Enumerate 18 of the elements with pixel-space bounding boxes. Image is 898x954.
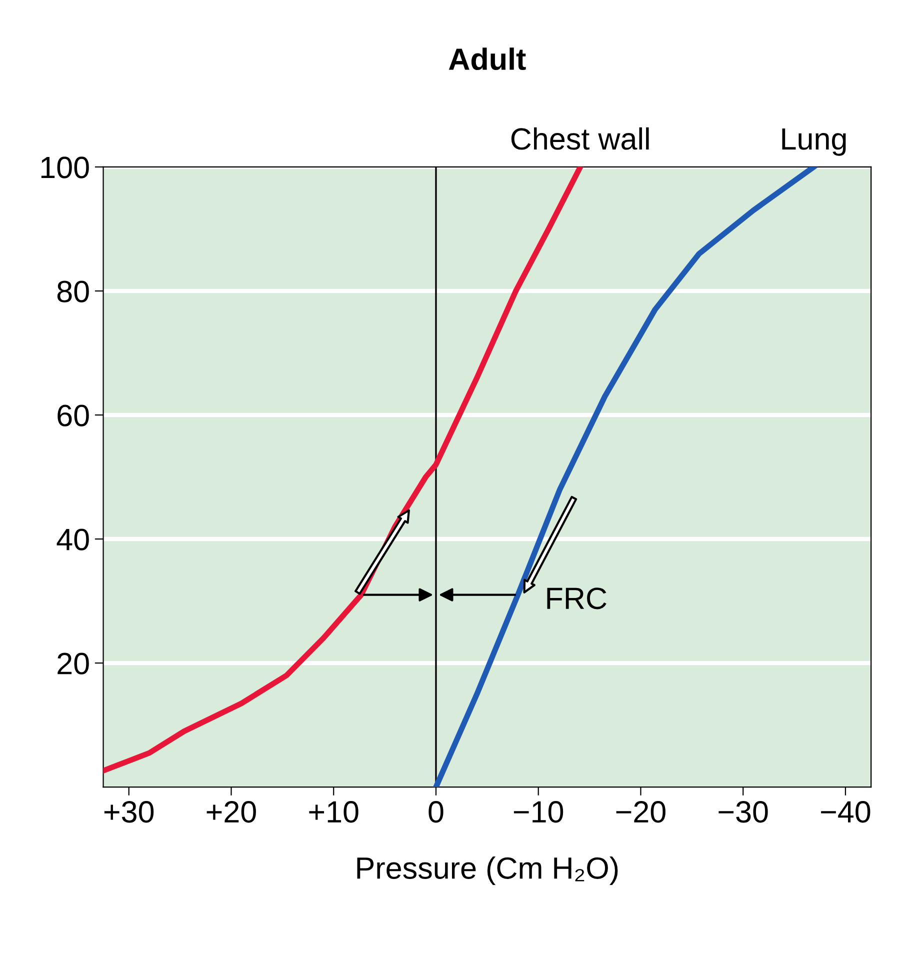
y-tick-label: 100: [41, 156, 89, 178]
x-tick-label: −10: [514, 801, 564, 823]
x-tick-label: −30: [718, 801, 768, 823]
x-tick-label: −20: [616, 801, 666, 823]
x-tick-label: 0: [428, 801, 444, 823]
annotation: FRC: [547, 588, 606, 610]
y-tick-label: 80: [57, 280, 89, 302]
x-tick-label: +30: [104, 801, 154, 823]
x-tick-label: −40: [821, 801, 870, 823]
x-tick-label: +20: [206, 801, 256, 823]
y-tick-label: 20: [58, 652, 89, 674]
y-tick-label: 60: [58, 404, 89, 426]
series-label: Chest wall: [511, 127, 649, 150]
x-tick-label: +10: [309, 801, 358, 823]
chart-title: Adult: [448, 48, 526, 70]
x-axis-title: Pressure (Cm H₂O): [357, 856, 618, 885]
series-label: Lung: [782, 128, 846, 156]
y-tick-label: 40: [56, 528, 89, 550]
